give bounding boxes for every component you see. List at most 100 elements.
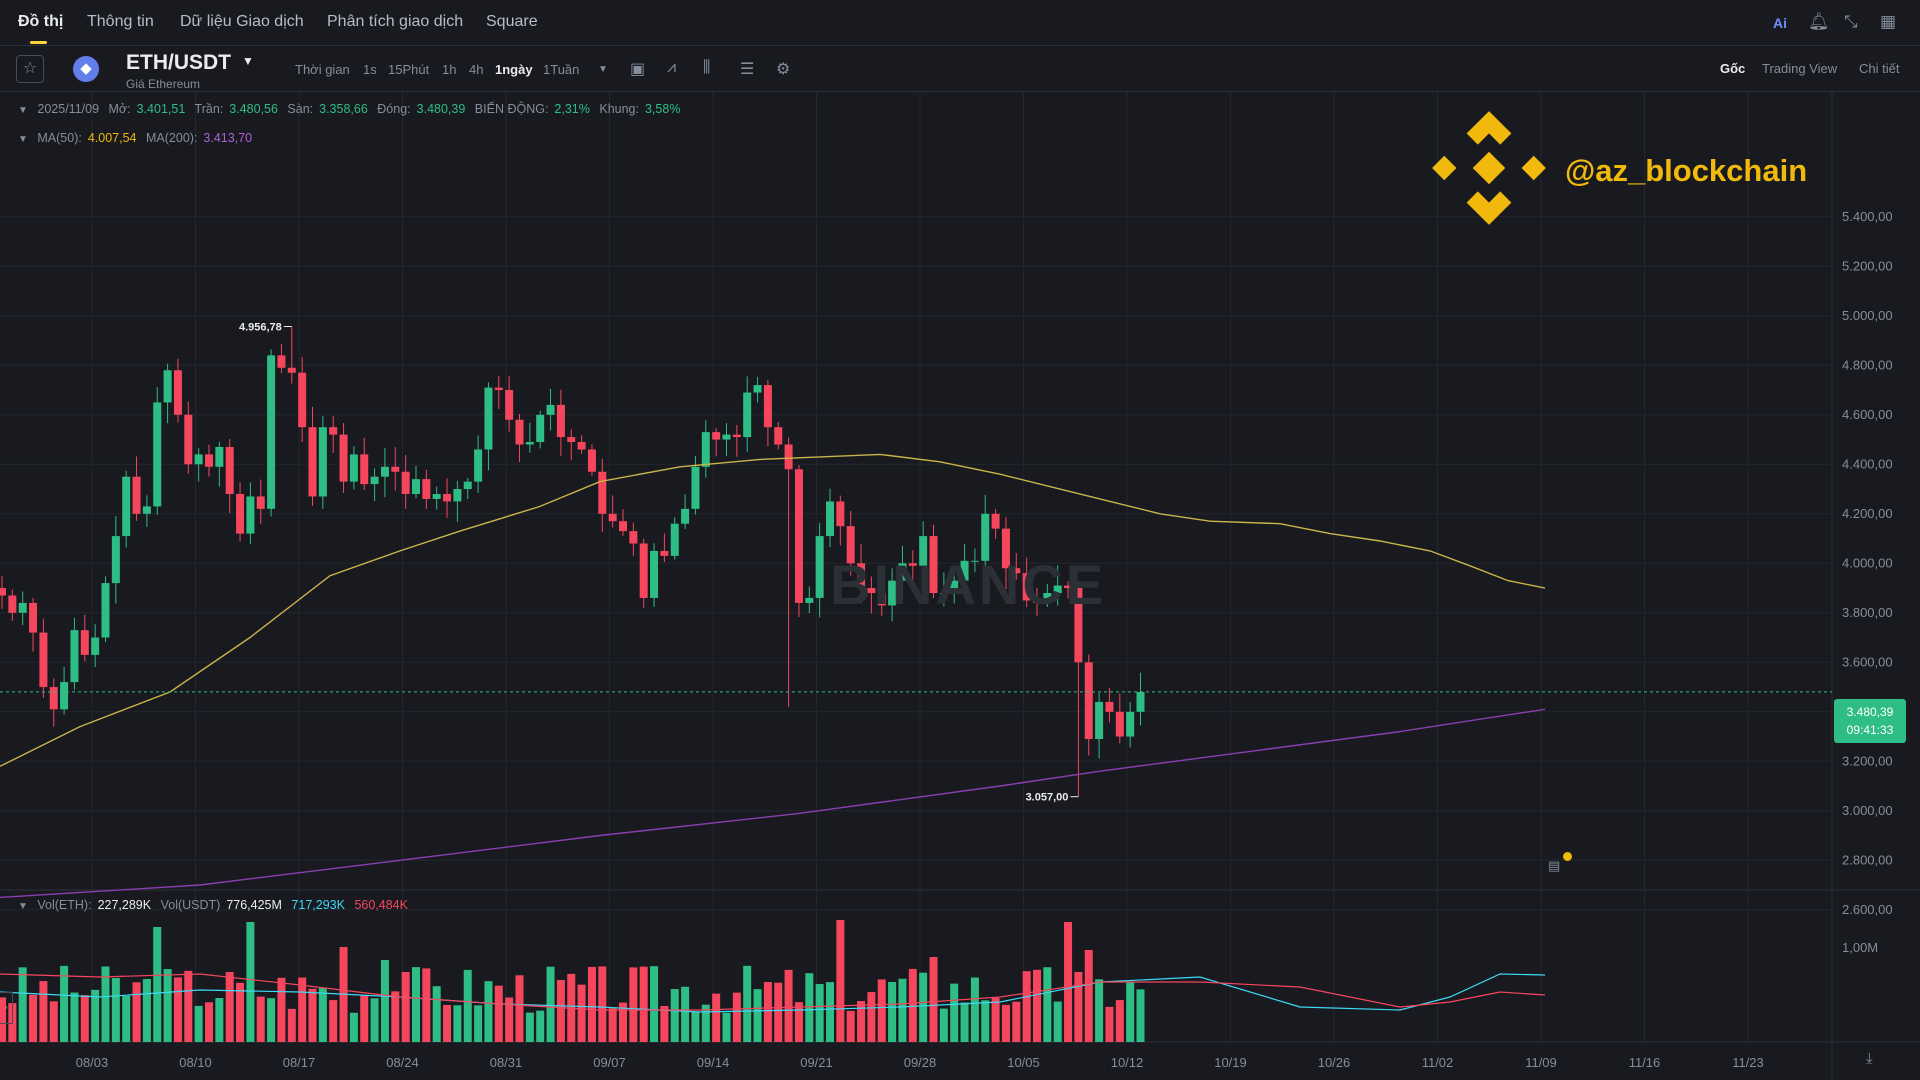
volume-bar	[1105, 1006, 1114, 1042]
candle-body	[287, 367, 296, 373]
candle-body	[784, 444, 793, 470]
volume-bar	[49, 1001, 58, 1042]
close-label: Đóng:	[377, 102, 411, 116]
timeframe-1d[interactable]: 1ngày	[495, 62, 533, 77]
candle-body	[1033, 600, 1041, 603]
price-tick-label: 2.600,00	[1842, 902, 1893, 917]
candle-body	[329, 427, 338, 435]
collapse-icon[interactable]: ⤡	[1844, 12, 1858, 31]
candle-body	[142, 506, 151, 514]
candle-type-icon[interactable]: ⫼	[703, 59, 711, 76]
candle-body	[60, 682, 69, 710]
bell-icon[interactable]: 🔔︎	[1808, 12, 1830, 31]
candle-body	[360, 454, 369, 485]
date-tick-label: 08/03	[76, 1055, 109, 1070]
candle-body	[184, 414, 193, 465]
collapse-chevron-icon[interactable]: ▼	[18, 134, 28, 145]
tab-trading-data[interactable]: Dữ liệu Giao dịch	[180, 13, 304, 30]
expand-panel-handle[interactable]: ›	[0, 992, 13, 1024]
pair-title[interactable]: ETH/USDT	[126, 51, 231, 74]
candle-body	[908, 563, 917, 566]
volume-bar	[505, 997, 514, 1042]
low-label: Sàn:	[287, 102, 314, 116]
volume-bar	[836, 920, 845, 1042]
candle-body	[70, 630, 79, 683]
volume-bar	[401, 972, 410, 1042]
price-tick-label: 5.400,00	[1842, 209, 1893, 224]
candle-body	[505, 390, 514, 420]
volume-bar	[939, 1008, 948, 1042]
timeframe-15m[interactable]: 15Phút	[388, 62, 430, 77]
ma200-value: 3.413,70	[203, 131, 253, 145]
volume-bar	[619, 1002, 627, 1042]
volume-bar	[525, 1012, 534, 1042]
volume-bar	[474, 1005, 483, 1042]
timeframe-1h[interactable]: 1h	[442, 62, 457, 77]
view-original[interactable]: Gốc	[1720, 61, 1746, 76]
pair-subtitle[interactable]: Giá Ethereum	[126, 77, 201, 91]
tab-trading-analysis[interactable]: Phân tích giao dịch	[327, 13, 464, 30]
candle-body	[732, 434, 741, 438]
vol-eth-value: 227,289K	[97, 898, 152, 912]
price-tick-label: 4.000,00	[1842, 555, 1893, 570]
indicator-icon[interactable]: ⩘	[667, 59, 677, 76]
candle-body	[846, 526, 855, 564]
notification-dot	[1563, 852, 1572, 861]
collapse-chevron-icon[interactable]: ▼	[18, 105, 28, 116]
volume-bar	[153, 927, 162, 1042]
candle-body	[163, 370, 172, 403]
volume-bar	[370, 998, 379, 1042]
price-chart[interactable]: 5.400,00 5.200,00 5.000,00 4.800,00 4.600,00…	[0, 92, 1920, 1080]
gear-icon[interactable]: ⚙	[776, 61, 791, 78]
date-tick-label: 10/26	[1318, 1055, 1351, 1070]
date-tick-label: 10/05	[1007, 1055, 1040, 1070]
candle-body	[712, 432, 721, 440]
last-price-tag: 3.480,39 09:41:33	[1834, 699, 1906, 743]
volume-bar	[763, 982, 772, 1042]
volume-bar	[753, 989, 762, 1042]
ai-icon[interactable]: Ai	[1773, 15, 1787, 31]
chart-area[interactable]: 5.400,00 5.200,00 5.000,00 4.800,00 4.600,00…	[0, 92, 1920, 1080]
price-tick-label: 4.400,00	[1842, 456, 1893, 471]
candle-body	[474, 449, 483, 482]
scroll-to-latest-icon[interactable]: ⤓	[1866, 1050, 1873, 1067]
volume-bar	[267, 998, 276, 1042]
timeframe-4h[interactable]: 4h	[469, 62, 484, 77]
collapse-chevron-icon[interactable]: ▼	[18, 901, 28, 912]
favorite-star-icon[interactable]: ☆	[16, 55, 44, 83]
tab-square[interactable]: Square	[486, 13, 538, 30]
candle-body	[380, 466, 389, 477]
grid-layout-icon[interactable]: ▦	[1880, 12, 1897, 31]
candle-body	[763, 385, 772, 428]
candle-body	[681, 508, 690, 524]
pair-dropdown-icon[interactable]: ▼	[242, 54, 254, 68]
settings-list-icon[interactable]: ☰	[740, 61, 755, 78]
alert-marker-icon[interactable]: ▤	[1548, 858, 1561, 873]
volume-bar	[453, 1005, 462, 1042]
ma200-label: MA(200):	[146, 131, 198, 145]
candle-body	[1053, 585, 1062, 593]
vol-usdt-label: Vol(USDT)	[160, 898, 221, 912]
volume-ma-line	[0, 973, 1546, 1011]
open-label: Mở:	[108, 102, 131, 116]
volume-bar	[929, 957, 938, 1042]
volume-bar	[857, 1001, 866, 1042]
tab-chart[interactable]: Đồ thị	[18, 13, 64, 30]
price-tick-label: 5.000,00	[1842, 308, 1893, 323]
candle-body	[391, 466, 400, 472]
volume-bar	[784, 969, 793, 1042]
tab-info[interactable]: Thông tin	[87, 13, 154, 30]
open-value: 3.401,51	[136, 102, 186, 116]
candle-body	[1105, 701, 1114, 712]
timeframe-1s[interactable]: 1s	[363, 62, 377, 77]
volume-bar	[194, 1005, 203, 1042]
candle-body	[836, 501, 845, 527]
view-detail[interactable]: Chi tiết	[1859, 61, 1900, 76]
timeframe-more-icon[interactable]: ▼	[598, 64, 608, 75]
volume-bar	[132, 982, 141, 1042]
calendar-icon[interactable]: ▣	[630, 61, 646, 78]
timeframe-1w[interactable]: 1Tuần	[543, 62, 580, 77]
volume-bar	[1074, 972, 1083, 1042]
volume-bar	[39, 981, 48, 1042]
view-tradingview[interactable]: Trading View	[1762, 61, 1838, 76]
